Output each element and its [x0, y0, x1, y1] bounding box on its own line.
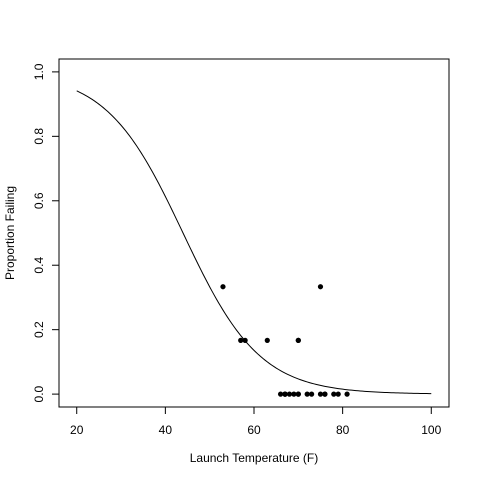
data-point: [295, 391, 301, 397]
y-tick-label: 1.0: [32, 63, 46, 80]
data-point: [322, 391, 328, 397]
data-point: [344, 391, 350, 397]
data-point: [238, 337, 244, 343]
x-tick-label: 60: [247, 423, 261, 437]
data-point: [220, 284, 226, 290]
y-axis: 0.0 0.2 0.4 0.6 0.8 1.0: [32, 63, 60, 402]
data-point: [286, 391, 293, 397]
x-tick-label: 20: [70, 423, 84, 437]
data-point: [317, 284, 324, 290]
data-point: [264, 337, 270, 343]
data-point: [295, 337, 301, 343]
data-point: [335, 391, 341, 397]
data-point: [282, 391, 288, 397]
y-tick-label: 0.0: [32, 385, 46, 402]
x-tick-label: 100: [421, 423, 441, 437]
x-tick-label: 40: [159, 423, 173, 437]
y-axis-label: Proportion Failing: [3, 186, 17, 280]
data-point: [242, 337, 248, 343]
y-tick-label: 0.4: [32, 257, 46, 274]
y-tick-label: 0.2: [32, 321, 46, 338]
data-points: [220, 284, 350, 397]
data-point: [277, 391, 284, 397]
data-point: [304, 391, 310, 397]
data-point: [317, 391, 324, 397]
x-tick-label: 80: [336, 423, 350, 437]
data-point: [309, 391, 315, 397]
data-point: [291, 391, 297, 397]
x-axis-label: Launch Temperature (F): [190, 451, 319, 465]
y-tick-label: 0.6: [32, 192, 46, 209]
x-axis: 20 40 60 80 100: [70, 406, 442, 437]
data-point: [331, 391, 337, 397]
fitted-curve: [76, 90, 432, 395]
y-tick-label: 0.8: [32, 128, 46, 145]
